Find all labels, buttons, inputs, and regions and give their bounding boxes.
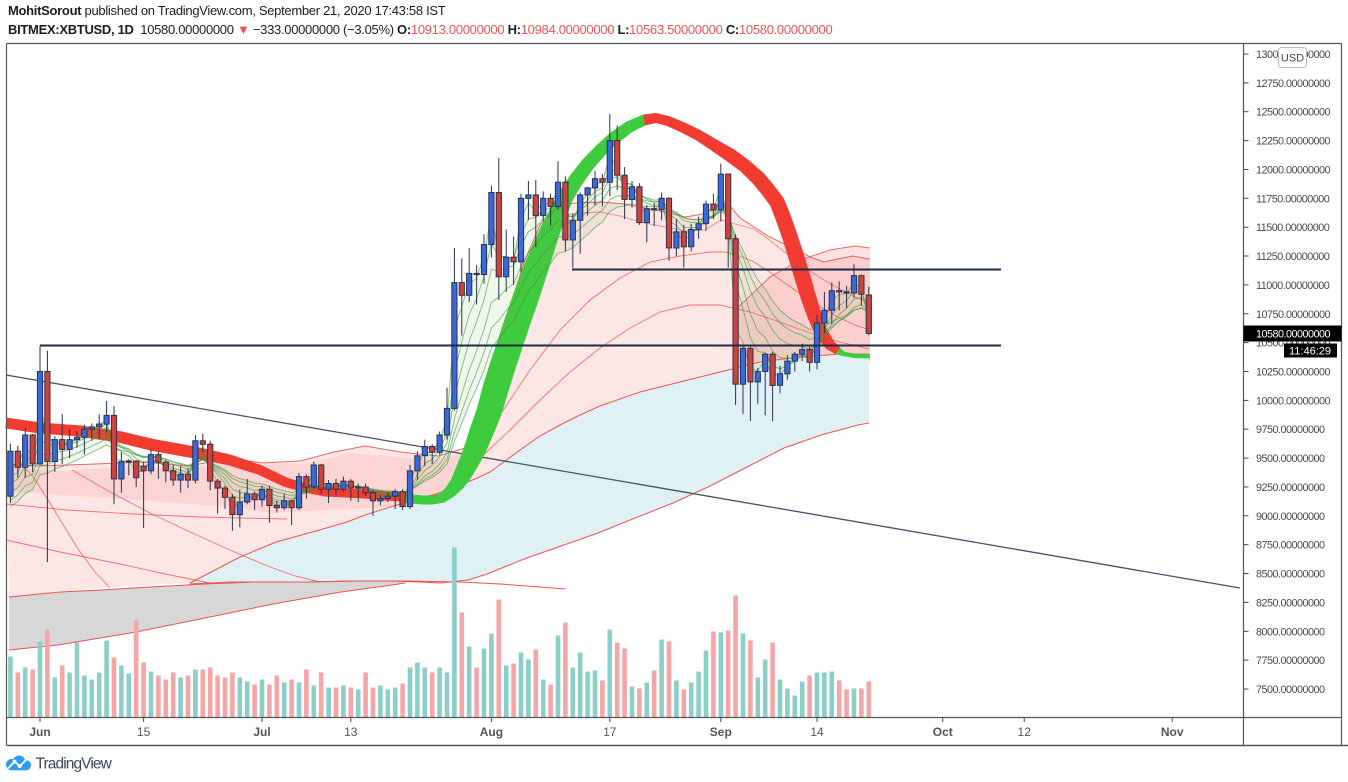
svg-text:12: 12 bbox=[1018, 725, 1032, 739]
svg-text:11500.00000000: 11500.00000000 bbox=[1256, 222, 1330, 234]
svg-text:8250.00000000: 8250.00000000 bbox=[1256, 597, 1325, 609]
svg-text:9500.00000000: 9500.00000000 bbox=[1256, 453, 1325, 465]
svg-text:9250.00000000: 9250.00000000 bbox=[1256, 482, 1325, 494]
svg-text:17: 17 bbox=[603, 725, 617, 739]
svg-text:10580.00000000: 10580.00000000 bbox=[1256, 329, 1331, 341]
svg-text:9750.00000000: 9750.00000000 bbox=[1256, 424, 1325, 436]
svg-text:11250.00000000: 11250.00000000 bbox=[1256, 251, 1330, 263]
svg-text:11000.00000000: 11000.00000000 bbox=[1256, 280, 1330, 292]
svg-text:7750.00000000: 7750.00000000 bbox=[1256, 655, 1325, 667]
svg-text:12250.00000000: 12250.00000000 bbox=[1256, 136, 1331, 148]
svg-text:14: 14 bbox=[810, 725, 824, 739]
svg-text:8000.00000000: 8000.00000000 bbox=[1256, 626, 1325, 638]
svg-text:Jul: Jul bbox=[253, 725, 270, 739]
svg-text:7500.00000000: 7500.00000000 bbox=[1256, 684, 1325, 696]
svg-text:13: 13 bbox=[344, 725, 358, 739]
svg-text:12000.00000000: 12000.00000000 bbox=[1256, 165, 1331, 177]
svg-text:10250.00000000: 10250.00000000 bbox=[1256, 367, 1331, 379]
svg-text:Sep: Sep bbox=[710, 725, 732, 739]
svg-text:Aug: Aug bbox=[480, 725, 503, 739]
svg-text:8750.00000000: 8750.00000000 bbox=[1256, 540, 1325, 552]
svg-text:Oct: Oct bbox=[933, 725, 953, 739]
svg-text:12750.00000000: 12750.00000000 bbox=[1256, 78, 1331, 90]
svg-text:USD: USD bbox=[1281, 53, 1304, 65]
svg-text:11:46:29: 11:46:29 bbox=[1289, 346, 1331, 358]
svg-text:11750.00000000: 11750.00000000 bbox=[1256, 193, 1330, 205]
svg-text:Jun: Jun bbox=[29, 725, 50, 739]
svg-text:12500.00000000: 12500.00000000 bbox=[1256, 107, 1331, 119]
svg-text:10000.00000000: 10000.00000000 bbox=[1256, 395, 1331, 407]
svg-text:10750.00000000: 10750.00000000 bbox=[1256, 309, 1331, 321]
svg-text:8500.00000000: 8500.00000000 bbox=[1256, 569, 1325, 581]
svg-text:TradingView: TradingView bbox=[36, 756, 113, 773]
svg-text:Nov: Nov bbox=[1161, 725, 1184, 739]
svg-text:9000.00000000: 9000.00000000 bbox=[1256, 511, 1325, 523]
svg-text:15: 15 bbox=[137, 725, 151, 739]
